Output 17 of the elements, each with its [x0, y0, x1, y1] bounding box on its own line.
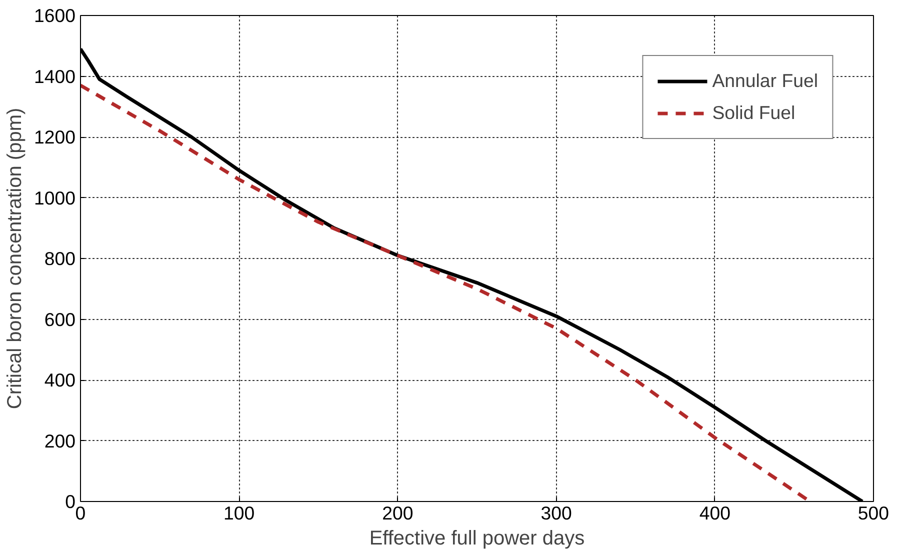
x-tick-label: 500: [858, 502, 890, 524]
x-tick-label: 400: [699, 502, 730, 524]
y-axis-title: Critical boron concentration (ppm): [4, 108, 26, 410]
x-tick-label: 200: [382, 502, 414, 524]
y-tick-label: 1600: [34, 5, 76, 26]
y-tick-label: 800: [44, 248, 76, 269]
legend-label: Annular Fuel: [712, 70, 818, 92]
x-axis-title: Effective full power days: [369, 528, 585, 550]
y-tick-label: 1400: [34, 66, 76, 87]
legend-label: Solid Fuel: [712, 102, 796, 124]
y-tick-label: 600: [44, 308, 76, 330]
y-tick-label: 1000: [34, 187, 76, 208]
x-tick-label: 300: [540, 502, 572, 524]
y-tick-label: 400: [44, 370, 76, 390]
x-tick-label: 100: [224, 502, 255, 524]
y-tick-label: 200: [44, 430, 76, 452]
y-tick-label: 1200: [34, 126, 76, 148]
